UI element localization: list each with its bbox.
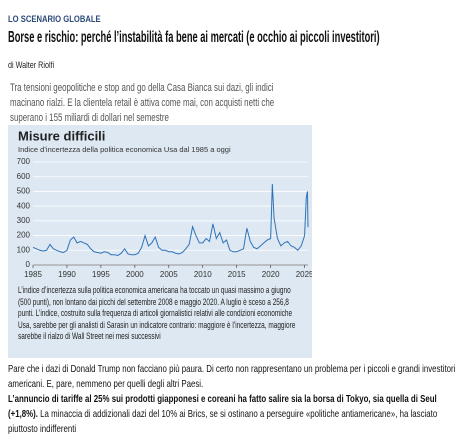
x-tick-label: 2000: [126, 270, 144, 279]
chart-caption: L’indice d’incertezza sulla politica eco…: [18, 285, 296, 341]
chart-subtitle: Indice d’incertezza della politica econo…: [18, 145, 231, 154]
x-tick-label: 2010: [194, 270, 212, 279]
y-tick-label: 400: [17, 201, 31, 210]
y-tick-label: 100: [17, 245, 31, 254]
data-line: [32, 184, 309, 256]
chart-title: Misure difficili: [18, 128, 105, 143]
y-tick-label: 500: [17, 187, 31, 196]
lead: Tra tensioni geopolitiche e stop and go …: [10, 82, 275, 124]
y-tick-label: 300: [17, 216, 31, 225]
x-tick-label: 2015: [228, 270, 246, 279]
x-tick-label: 2025: [296, 270, 312, 279]
paragraph: L’annuncio di tariffe al 25% sui prodott…: [8, 392, 458, 437]
y-tick-label: 200: [17, 231, 31, 240]
section-label: LO SCENARIO GLOBALE: [8, 14, 101, 24]
byline: di Walter Riolfi: [8, 60, 55, 70]
headline: Borse e rischio: perché l’instabilità fa…: [8, 29, 380, 46]
x-tick-label: 1985: [24, 270, 42, 279]
y-tick-label: 600: [17, 172, 31, 181]
x-tick-label: 1995: [92, 270, 110, 279]
x-tick-label: 1990: [58, 270, 76, 279]
caption-box: [8, 283, 312, 358]
x-tick-label: 2005: [160, 270, 178, 279]
paragraph: Pare che i dazi di Donald Trump non facc…: [8, 363, 456, 390]
bold-text: L’annuncio di tariffe al 25% sui prodott…: [8, 393, 437, 420]
y-tick-label: 700: [17, 157, 31, 166]
x-tick-label: 2020: [262, 270, 280, 279]
paragraph-text: La minaccia di addizionali dazi del 10% …: [8, 408, 438, 435]
article-body: Pare che i dazi di Donald Trump non facc…: [8, 362, 458, 437]
chart: Misure difficili Indice d’incertezza del…: [8, 125, 312, 283]
y-tick-label: 0: [26, 260, 31, 269]
